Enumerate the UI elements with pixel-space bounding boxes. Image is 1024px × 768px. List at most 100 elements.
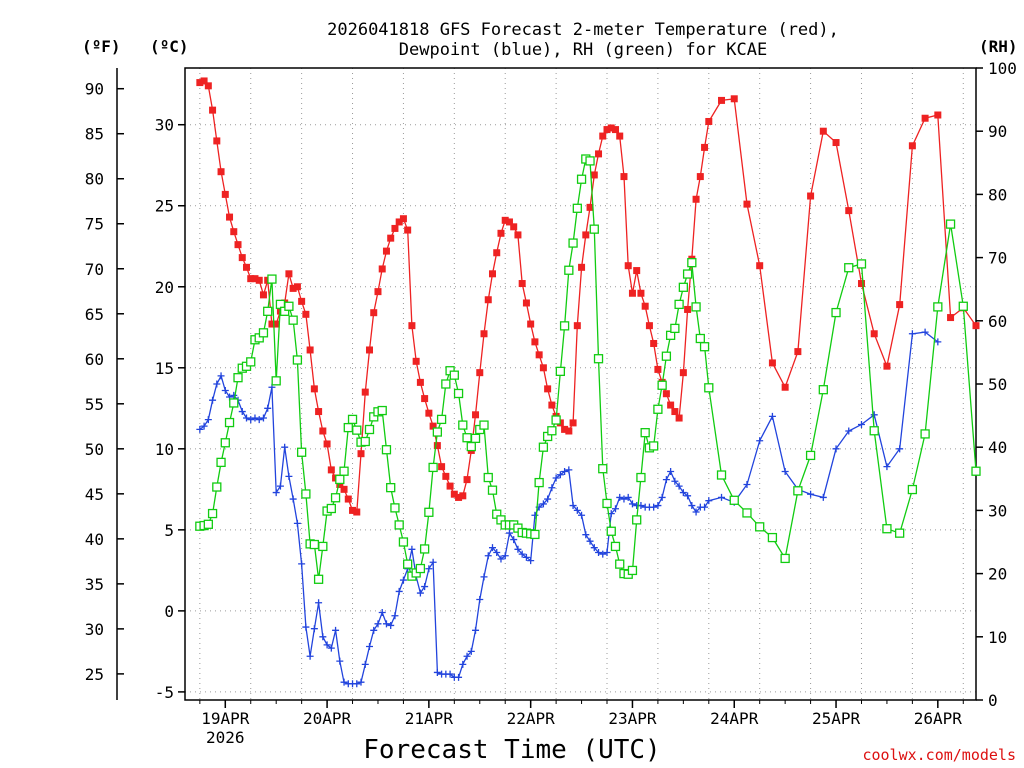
temperature-point <box>399 215 407 223</box>
celsius-tick-label: 15 <box>155 359 174 378</box>
rh-point <box>882 524 892 534</box>
temperature-line <box>199 80 977 513</box>
dewpoint-point <box>488 544 496 552</box>
dewpoint-point <box>370 626 378 634</box>
dewpoint-point <box>293 519 301 527</box>
rh-point <box>258 328 269 338</box>
rh-point <box>593 354 604 364</box>
x-tick-sublabel: 2026 <box>206 728 245 747</box>
temperature-point <box>255 276 263 284</box>
dewpoint-point <box>857 421 865 429</box>
rh-point <box>534 477 544 488</box>
fahrenheit-tick-label: 75 <box>85 215 104 234</box>
temperature-point <box>586 203 594 211</box>
temperature-point <box>510 223 518 231</box>
temperature-point <box>412 357 420 365</box>
rh-point <box>844 263 854 273</box>
dewpoint-point <box>327 644 335 652</box>
temperature-point <box>472 411 480 419</box>
dewpoint-point <box>480 573 488 581</box>
temperature-point <box>247 275 255 283</box>
temperature-point <box>361 388 369 396</box>
dewpoint-point <box>845 427 853 435</box>
temperature-point <box>531 338 539 346</box>
dewpoint-point <box>688 502 696 510</box>
temperature-point <box>896 301 904 309</box>
dewpoint-point <box>306 652 314 660</box>
dewpoint-point <box>217 372 225 380</box>
temperature-point <box>302 310 310 318</box>
rh-point <box>424 507 434 517</box>
rh-point <box>318 541 328 552</box>
x-tick-label: 24APR <box>710 709 759 728</box>
x-tick-label: 22APR <box>507 709 556 728</box>
temperature-point <box>544 385 552 393</box>
temperature-point <box>696 173 704 181</box>
rh-point <box>572 203 582 213</box>
temperature-point <box>607 124 615 132</box>
temperature-point <box>370 309 378 317</box>
dewpoint-point <box>510 536 518 544</box>
temperature-point <box>429 422 437 430</box>
dewpoint-point <box>501 552 509 560</box>
fahrenheit-tick-label: 25 <box>85 665 104 684</box>
rh-point <box>627 565 638 576</box>
dewpoint-point <box>908 330 916 338</box>
dewpoint-point <box>595 549 603 557</box>
temperature-point <box>226 213 234 221</box>
rh-point <box>203 519 213 529</box>
fahrenheit-tick-label: 35 <box>85 575 104 594</box>
rh-point <box>958 301 968 311</box>
fahrenheit-tick-label: 80 <box>85 170 104 189</box>
dewpoint-point <box>408 545 416 553</box>
temperature-point <box>624 262 632 270</box>
temperature-point <box>662 390 670 398</box>
fahrenheit-tick-label: 55 <box>85 395 104 414</box>
rh-point <box>674 299 684 310</box>
rh-point <box>487 485 498 495</box>
dewpoint-point <box>870 411 878 419</box>
temperature-point <box>548 401 556 409</box>
temperature-point <box>378 265 386 273</box>
rh-tick-label: 100 <box>988 59 1017 78</box>
rh-point <box>682 269 693 279</box>
temperature-point <box>200 77 208 85</box>
dewpoint-point <box>251 414 259 422</box>
source-credit: coolwx.com/models <box>862 746 1016 764</box>
dewpoint-point <box>315 599 323 607</box>
temperature-point <box>701 143 709 151</box>
temperature-point <box>404 226 412 234</box>
temperature-point <box>501 216 509 224</box>
temperature-point <box>353 508 361 516</box>
rh-point <box>699 342 710 352</box>
rh-tick-label: 60 <box>988 312 1007 331</box>
temperature-point <box>645 322 653 330</box>
temperature-point <box>590 171 598 179</box>
rh-point <box>636 472 646 483</box>
temperature-point <box>450 490 458 498</box>
rh-point <box>352 425 362 435</box>
fahrenheit-tick-label: 65 <box>85 305 104 324</box>
dewpoint-point <box>323 641 331 649</box>
dewpoint-point <box>476 596 484 604</box>
rh-point <box>585 156 595 166</box>
rh-point <box>309 539 320 550</box>
dewpoint-point <box>484 552 492 560</box>
fahrenheit-tick-label: 85 <box>85 125 104 144</box>
dewpoint-point <box>421 583 429 591</box>
dewpoint-point <box>242 414 250 422</box>
temperature-point <box>972 322 980 330</box>
dewpoint-point <box>353 680 361 688</box>
dewpoint-point <box>756 437 764 445</box>
dewpoint-point <box>433 668 441 676</box>
dewpoint-point <box>692 508 700 516</box>
temperature-point <box>365 346 373 354</box>
temperature-point <box>908 142 916 150</box>
temperature-point <box>654 365 662 373</box>
rh-point <box>564 265 574 275</box>
temperature-point <box>289 284 297 292</box>
dewpoint-point <box>221 386 229 394</box>
temperature-point <box>298 297 306 305</box>
dewpoint-point <box>552 474 560 482</box>
